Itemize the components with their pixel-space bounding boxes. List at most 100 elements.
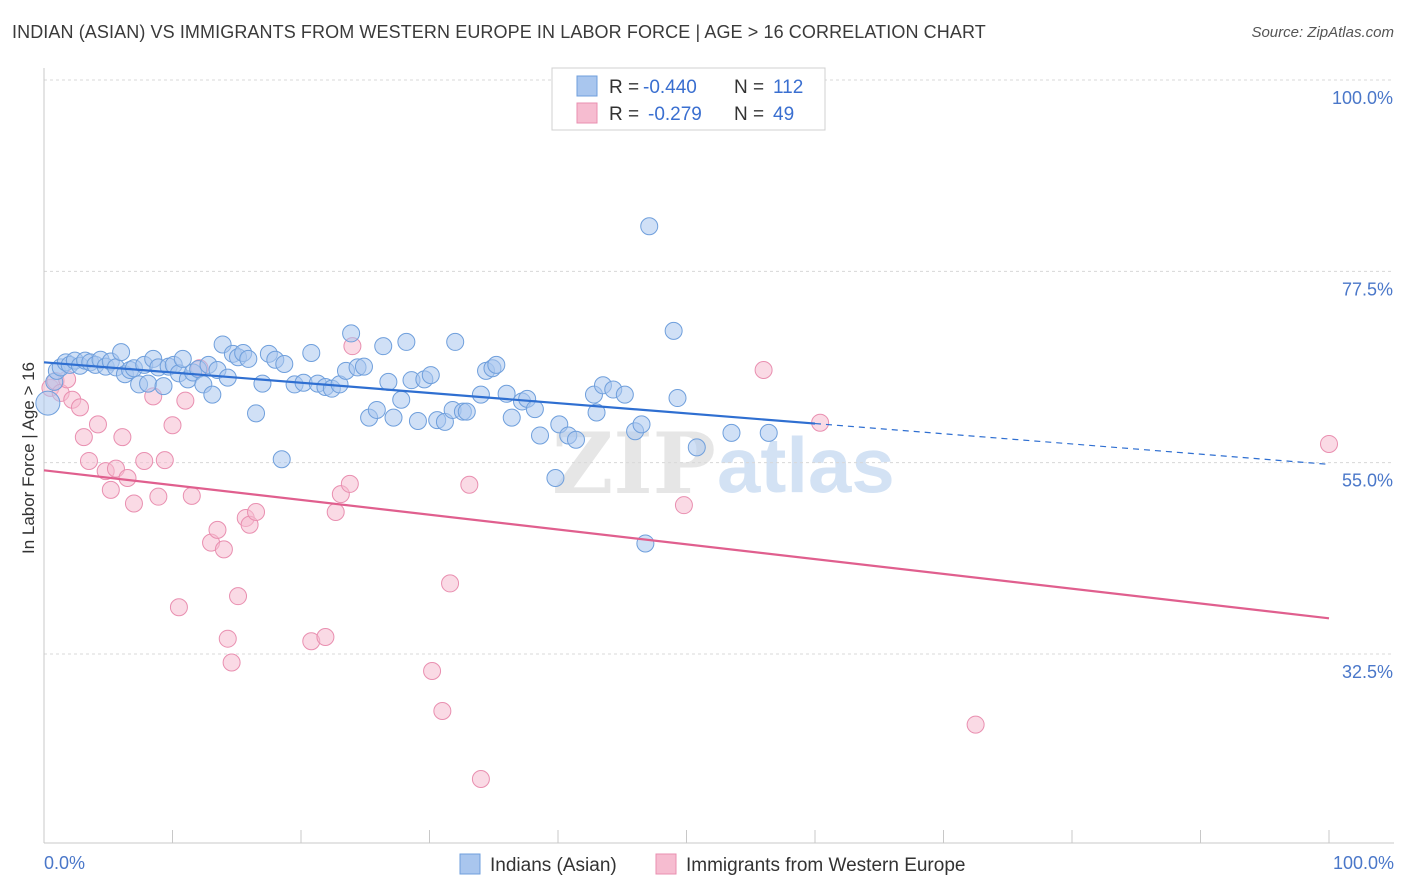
axes [43,68,1394,844]
point-western-europe-39 [423,662,442,681]
point-indians-41 [239,349,258,368]
point-indians-85 [531,426,550,445]
point-indians-99 [664,321,683,340]
point-indians-42 [247,404,266,423]
point-indians-21 [139,374,158,393]
point-western-europe-20 [169,598,188,617]
point-indians-34 [203,385,222,404]
bottom-legend-label-western-europe: Immigrants from Western Europe [686,855,965,876]
point-indians-69 [421,366,440,385]
point-indians-47 [275,355,294,374]
point-western-europe-28 [222,653,241,672]
bottom-legend-swatch-pink [655,853,677,875]
point-western-europe-47 [966,715,985,734]
series-legend: Indians (Asian) Immigrants from Western … [459,853,965,876]
legend-swatch-pink [576,102,598,124]
point-indians-65 [397,332,416,351]
point-western-europe-26 [214,540,233,559]
point-western-europe-19 [163,416,182,435]
point-western-europe-21 [176,391,195,410]
point-indians-86 [546,468,565,487]
point-western-europe-27 [218,629,237,648]
point-indians-101 [687,438,706,457]
y-axis-title: In Labor Force | Age > 16 [19,362,38,554]
point-western-europe-6 [74,428,93,447]
x-tick-label-100: 100.0% [1333,853,1394,873]
point-western-europe-22 [182,486,201,505]
series-western-europe-points [41,337,1338,789]
point-indians-103 [759,423,778,442]
legend-r-value-1: -0.440 [643,77,697,98]
x-ticks [43,830,1330,843]
point-indians-60 [367,400,386,419]
point-western-europe-44 [674,496,693,515]
point-indians-0 [35,390,61,416]
point-indians-81 [502,408,521,427]
point-indians-84 [525,400,544,419]
point-indians-67 [408,411,427,430]
y-tick-label-0: 32.5% [1342,662,1393,682]
point-western-europe-29 [229,587,248,606]
point-indians-28 [173,349,192,368]
legend-n-value-2: 49 [773,104,794,125]
point-western-europe-7 [79,451,98,470]
y-tick-label-3: 100.0% [1332,88,1393,108]
point-western-europe-40 [433,701,452,720]
correlation-legend: R = -0.440 N = 112 R = -0.279 N = 49 [551,67,826,131]
y-tick-labels: 32.5% 55.0% 77.5% 100.0% [1332,88,1393,682]
legend-n-label-2: N = [734,104,764,125]
bottom-legend-label-indians: Indians (Asian) [490,855,617,876]
legend-swatch-blue [576,75,598,97]
point-western-europe-34 [316,627,335,646]
point-indians-15 [112,343,131,362]
point-indians-98 [640,217,659,236]
point-western-europe-17 [149,487,168,506]
source-credit: Source: ZipAtlas.com [1251,24,1394,41]
point-indians-100 [668,389,687,408]
point-indians-94 [615,385,634,404]
point-indians-43 [253,374,272,393]
point-western-europe-48 [1320,434,1338,453]
point-indians-58 [354,357,373,376]
point-western-europe-8 [88,415,107,434]
x-tick-label-0: 0.0% [44,853,85,873]
point-indians-24 [154,377,173,396]
y-tick-label-1: 55.0% [1342,471,1393,491]
point-indians-97 [636,534,655,553]
bottom-legend-swatch-blue [459,853,481,875]
point-indians-79 [487,355,506,374]
point-western-europe-18 [155,451,174,470]
point-western-europe-35 [326,502,345,521]
chart-title: INDIAN (ASIAN) VS IMMIGRANTS FROM WESTER… [12,22,986,42]
point-indians-56 [342,324,361,343]
point-western-europe-12 [113,428,132,447]
point-indians-61 [374,337,393,356]
watermark-atlas: atlas [717,421,895,509]
point-indians-73 [446,332,465,351]
point-western-europe-13 [118,468,137,487]
legend-n-label-1: N = [734,77,764,98]
point-indians-89 [566,430,585,449]
point-indians-63 [384,408,403,427]
point-indians-96 [632,415,651,434]
legend-r-label-1: R = [609,77,639,98]
watermark: ZIP atlas [552,414,895,513]
series-indians-asian-points [35,217,778,553]
point-western-europe-15 [135,451,154,470]
point-indians-102 [722,423,741,442]
point-western-europe-42 [460,475,479,494]
point-indians-76 [471,385,490,404]
point-indians-75 [457,402,476,421]
point-western-europe-41 [441,574,460,593]
point-western-europe-10 [101,480,120,499]
point-western-europe-5 [70,398,89,417]
point-indians-64 [392,390,411,409]
legend-r-value-2: -0.279 [648,104,702,125]
point-western-europe-45 [754,360,773,379]
y-tick-label-2: 77.5% [1342,279,1393,299]
point-western-europe-32 [247,502,266,521]
trend-line-western-europe [43,469,1330,620]
trend-lines [43,361,1330,620]
point-western-europe-37 [340,474,359,493]
